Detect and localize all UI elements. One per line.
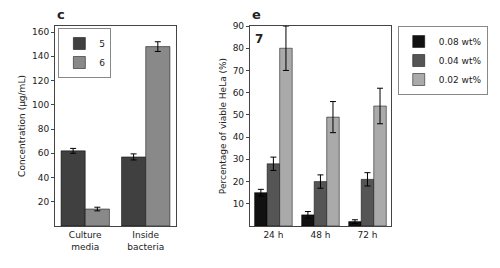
svg-text:90: 90 [233,21,245,31]
svg-text:60: 60 [233,88,245,98]
svg-text:0.02 wt%: 0.02 wt% [439,75,482,85]
svg-text:40: 40 [38,173,50,183]
svg-text:Insidebacteria: Insidebacteria [127,230,164,252]
svg-text:100: 100 [32,100,49,110]
svg-text:140: 140 [32,51,49,61]
svg-text:60: 60 [38,148,50,158]
svg-text:48 h: 48 h [310,230,330,240]
svg-text:Culturemedia: Culturemedia [69,230,102,252]
svg-text:7: 7 [255,32,263,46]
svg-text:e: e [252,7,261,22]
svg-text:80: 80 [38,124,50,134]
svg-text:Concentration (µg/mL): Concentration (µg/mL) [17,75,27,177]
svg-text:24 h: 24 h [263,230,283,240]
svg-text:c: c [57,7,65,22]
svg-text:160: 160 [32,27,49,37]
svg-text:Percentage of viable HeLa (%): Percentage of viable HeLa (%) [218,58,228,194]
svg-text:72 h: 72 h [357,230,377,240]
svg-text:10: 10 [233,199,245,209]
svg-text:70: 70 [233,66,245,76]
svg-text:40: 40 [233,132,245,142]
svg-text:20: 20 [38,197,50,207]
svg-text:0.08 wt%: 0.08 wt% [439,37,482,47]
svg-text:6: 6 [99,58,105,68]
svg-text:120: 120 [32,76,49,86]
svg-text:50: 50 [233,110,245,120]
svg-text:0.04 wt%: 0.04 wt% [439,56,482,66]
svg-text:80: 80 [233,43,245,53]
svg-text:20: 20 [233,177,245,187]
svg-text:5: 5 [99,39,105,49]
svg-text:30: 30 [233,154,245,164]
